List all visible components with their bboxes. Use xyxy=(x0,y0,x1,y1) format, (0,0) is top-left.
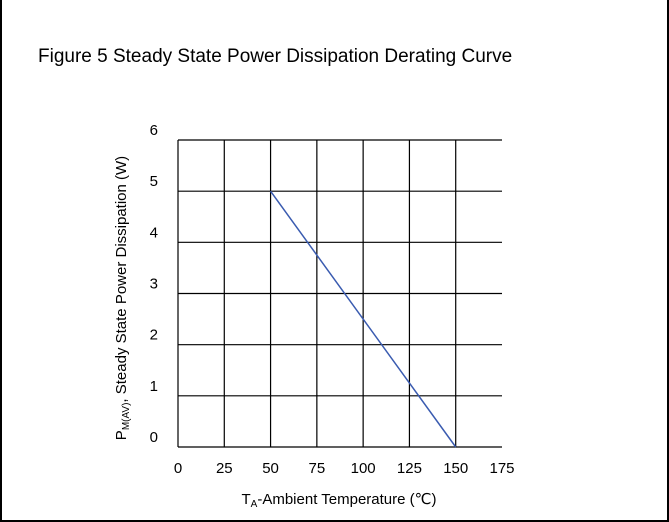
x-tick-label: 0 xyxy=(174,460,182,477)
chart-grid xyxy=(177,139,502,448)
y-tick-label: 0 xyxy=(150,429,158,446)
y-tick-labels: 0 1 2 3 4 5 6 xyxy=(150,122,158,446)
derating-line xyxy=(269,190,457,448)
y-tick-label: 3 xyxy=(150,276,158,293)
y-tick-label: 5 xyxy=(150,173,158,190)
x-tick-label: 75 xyxy=(309,460,326,477)
x-tick-label: 50 xyxy=(262,460,279,477)
x-tick-label: 125 xyxy=(397,460,422,477)
y-tick-label: 6 xyxy=(150,122,158,139)
y-axis-label: PM(AV), Steady State Power Dissipation (… xyxy=(113,156,132,440)
x-tick-labels: 0 25 50 75 100 125 150 175 xyxy=(174,460,515,477)
y-tick-label: 2 xyxy=(150,327,158,344)
x-axis-label: TA-Ambient Temperature (℃) xyxy=(242,491,437,510)
x-tick-label: 100 xyxy=(351,460,376,477)
figure-title: Figure 5 Steady State Power Dissipation … xyxy=(38,46,513,67)
x-tick-label: 175 xyxy=(489,460,514,477)
x-tick-label: 25 xyxy=(216,460,233,477)
y-tick-label: 4 xyxy=(150,224,158,241)
chart-series xyxy=(269,190,457,448)
y-tick-label: 1 xyxy=(150,378,158,395)
x-tick-label: 150 xyxy=(443,460,468,477)
